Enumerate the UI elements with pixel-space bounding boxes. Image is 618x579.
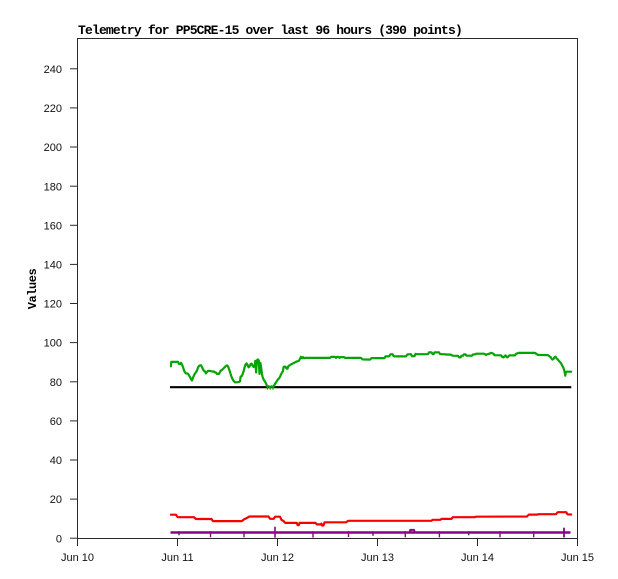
svg-text:Jun 13: Jun 13 [361, 552, 394, 564]
svg-text:0: 0 [56, 533, 62, 545]
svg-text:200: 200 [44, 142, 62, 154]
svg-text:Jun 11: Jun 11 [161, 552, 193, 564]
svg-text:20: 20 [50, 494, 62, 506]
svg-text:Jun 14: Jun 14 [461, 552, 494, 564]
svg-text:Telemetry for PP5CRE-15 over l: Telemetry for PP5CRE-15 over last 96 hou… [78, 23, 462, 38]
svg-text:120: 120 [44, 299, 62, 311]
svg-text:Values: Values [26, 269, 40, 310]
svg-text:100: 100 [44, 338, 62, 350]
svg-text:60: 60 [50, 416, 62, 428]
svg-text:Jun 15: Jun 15 [561, 552, 594, 564]
svg-text:40: 40 [50, 455, 62, 467]
svg-text:240: 240 [44, 64, 62, 76]
svg-text:Jun 12: Jun 12 [261, 552, 294, 564]
svg-text:220: 220 [44, 103, 62, 115]
svg-text:80: 80 [50, 377, 62, 389]
svg-text:Jun 10: Jun 10 [61, 552, 94, 564]
svg-text:180: 180 [44, 181, 62, 193]
svg-text:140: 140 [44, 260, 62, 272]
svg-text:160: 160 [44, 220, 62, 232]
